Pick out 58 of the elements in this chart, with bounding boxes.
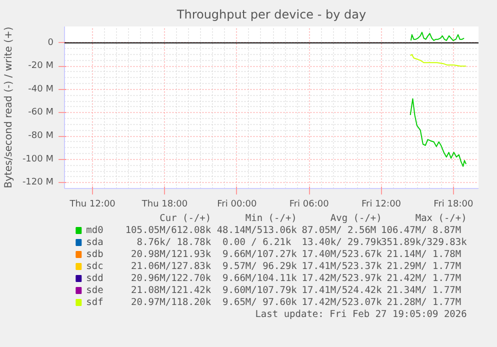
text: 13.40k/ 29.79k [302, 237, 382, 248]
text: 21.42M/ 1.77M [386, 273, 462, 284]
text: 21.06M/127.83k [131, 261, 212, 272]
y-axis-title: Bytes/second read (-) / write (+) [3, 26, 14, 188]
text: Max (-/+) [415, 213, 467, 224]
x-tick-label: Fri 00:00 [217, 200, 257, 210]
text: 20.98M/121.93k [131, 249, 212, 260]
x-tick-label: Thu 18:00 [140, 200, 188, 210]
text: 8.76k/ 18.78k [136, 237, 212, 248]
text: 0.00 / 6.21k [222, 237, 292, 248]
text: 21.14M/ 1.78M [386, 249, 462, 260]
text: Last update: Fri Feb 27 19:05:09 2026 [255, 309, 468, 320]
y-tick-label: -120 M [22, 178, 54, 188]
y-tick-label: -40 M [28, 84, 54, 94]
text: 9.57M/ 96.29k [222, 261, 298, 272]
x-tick-label: Thu 12:00 [68, 200, 116, 210]
text: 21.29M/ 1.77M [386, 261, 462, 272]
text: Cur (-/+) [160, 213, 212, 224]
line-series [410, 32, 465, 41]
y-tick-label: -100 M [22, 154, 54, 164]
x-tick-label: Fri 18:00 [434, 200, 474, 210]
text: 21.34M/ 1.77M [386, 285, 462, 296]
legend-label: sdd [86, 273, 104, 284]
text: 20.96M/122.70k [131, 273, 212, 284]
text: 20.97M/118.20k [131, 297, 212, 308]
text: 21.08M/121.42k [131, 285, 212, 296]
text: 17.41M/523.37k [302, 261, 382, 272]
legend-label: sda [86, 237, 104, 248]
legend-label: sdc [86, 261, 104, 272]
text: 17.41M/524.42k [302, 285, 382, 296]
y-tick-label: -60 M [28, 108, 54, 118]
text: 9.65M/ 97.60k [222, 297, 298, 308]
legend-label: sde [86, 285, 104, 296]
y-tick-label: -80 M [28, 131, 54, 142]
line-series [410, 98, 467, 167]
text: 87.05M/ 2.56M [302, 225, 376, 236]
text: 17.42M/523.07k [302, 297, 382, 308]
line-series [410, 54, 467, 67]
text: 9.60M/107.79k [222, 285, 298, 296]
text: 9.66M/104.11k [222, 273, 298, 284]
text: 48.14M/513.06k [216, 225, 298, 236]
text: Min (-/+) [245, 213, 297, 224]
text: 351.89k/329.83k [381, 237, 468, 248]
y-tick-label: -20 M [28, 61, 54, 72]
text: 21.28M/ 1.77M [386, 297, 462, 308]
y-tick-label: 0 [48, 38, 54, 48]
chart-title: Throughput per device - by day [176, 8, 366, 22]
text: 9.66M/107.27k [222, 249, 298, 260]
text: 105.05M/612.08k [125, 225, 212, 236]
text: 17.40M/523.67k [302, 249, 382, 260]
text: 106.47M/ 8.87M [381, 225, 462, 236]
x-tick-label: Fri 12:00 [362, 200, 402, 210]
legend-label: sdf [86, 297, 104, 308]
x-tick-label: Fri 06:00 [289, 200, 330, 210]
legend-label: md0 [86, 225, 104, 236]
text: 17.42M/523.97k [302, 273, 382, 284]
text: Avg (-/+) [330, 213, 382, 224]
legend-label: sdb [86, 249, 104, 260]
